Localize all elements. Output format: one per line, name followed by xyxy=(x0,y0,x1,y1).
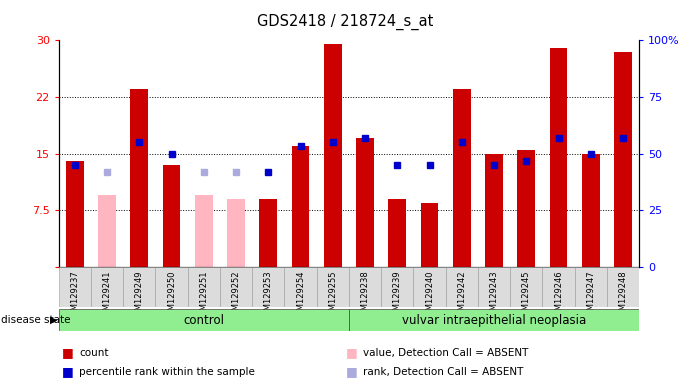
Bar xyxy=(388,199,406,267)
Text: GSM129242: GSM129242 xyxy=(457,270,466,321)
Bar xyxy=(188,267,220,307)
Text: GSM129249: GSM129249 xyxy=(135,270,144,321)
Text: ▶: ▶ xyxy=(50,315,58,325)
Text: GSM129243: GSM129243 xyxy=(489,270,499,321)
Text: ■: ■ xyxy=(62,346,74,359)
Bar xyxy=(163,165,180,267)
Bar xyxy=(349,267,381,307)
Bar xyxy=(59,267,91,307)
Bar xyxy=(413,267,446,307)
Text: GSM129248: GSM129248 xyxy=(618,270,627,321)
Text: GSM129245: GSM129245 xyxy=(522,270,531,321)
Bar xyxy=(227,199,245,267)
Text: GSM129241: GSM129241 xyxy=(102,270,112,321)
Text: GSM129251: GSM129251 xyxy=(199,270,209,321)
Text: GSM129239: GSM129239 xyxy=(392,270,402,321)
Bar xyxy=(91,267,123,307)
Text: count: count xyxy=(79,348,109,358)
Bar xyxy=(292,146,310,267)
Bar xyxy=(357,139,374,267)
Bar xyxy=(324,44,341,267)
Bar xyxy=(252,267,285,307)
Bar xyxy=(259,199,277,267)
Text: GSM129252: GSM129252 xyxy=(231,270,240,321)
Text: ■: ■ xyxy=(346,346,357,359)
Text: ■: ■ xyxy=(62,365,74,378)
Text: GSM129238: GSM129238 xyxy=(361,270,370,321)
Text: GDS2418 / 218724_s_at: GDS2418 / 218724_s_at xyxy=(257,13,434,30)
Bar xyxy=(195,195,213,267)
Text: control: control xyxy=(183,314,225,327)
Bar xyxy=(582,154,600,267)
Bar xyxy=(316,267,349,307)
Bar xyxy=(66,161,84,267)
Bar xyxy=(478,267,510,307)
Bar xyxy=(59,309,349,331)
Text: GSM129253: GSM129253 xyxy=(264,270,273,321)
Bar xyxy=(446,267,478,307)
Text: ■: ■ xyxy=(346,365,357,378)
Text: GSM129254: GSM129254 xyxy=(296,270,305,321)
Text: GSM129255: GSM129255 xyxy=(328,270,337,321)
Text: GSM129240: GSM129240 xyxy=(425,270,434,321)
Bar xyxy=(349,309,639,331)
Bar xyxy=(421,203,438,267)
Bar xyxy=(123,267,155,307)
Bar xyxy=(485,154,503,267)
Text: vulvar intraepithelial neoplasia: vulvar intraepithelial neoplasia xyxy=(402,314,586,327)
Bar xyxy=(381,267,413,307)
Bar xyxy=(131,89,148,267)
Bar xyxy=(220,267,252,307)
Text: GSM129246: GSM129246 xyxy=(554,270,563,321)
Bar xyxy=(98,195,116,267)
Text: value, Detection Call = ABSENT: value, Detection Call = ABSENT xyxy=(363,348,528,358)
Bar xyxy=(453,89,471,267)
Bar xyxy=(285,267,316,307)
Text: percentile rank within the sample: percentile rank within the sample xyxy=(79,367,256,377)
Bar xyxy=(155,267,188,307)
Bar xyxy=(614,52,632,267)
Bar xyxy=(549,48,567,267)
Text: disease state: disease state xyxy=(1,315,71,325)
Text: GSM129250: GSM129250 xyxy=(167,270,176,321)
Bar xyxy=(510,267,542,307)
Text: GSM129247: GSM129247 xyxy=(586,270,596,321)
Text: rank, Detection Call = ABSENT: rank, Detection Call = ABSENT xyxy=(363,367,523,377)
Bar xyxy=(518,150,535,267)
Bar xyxy=(542,267,575,307)
Bar xyxy=(607,267,639,307)
Text: GSM129237: GSM129237 xyxy=(70,270,79,321)
Bar xyxy=(575,267,607,307)
